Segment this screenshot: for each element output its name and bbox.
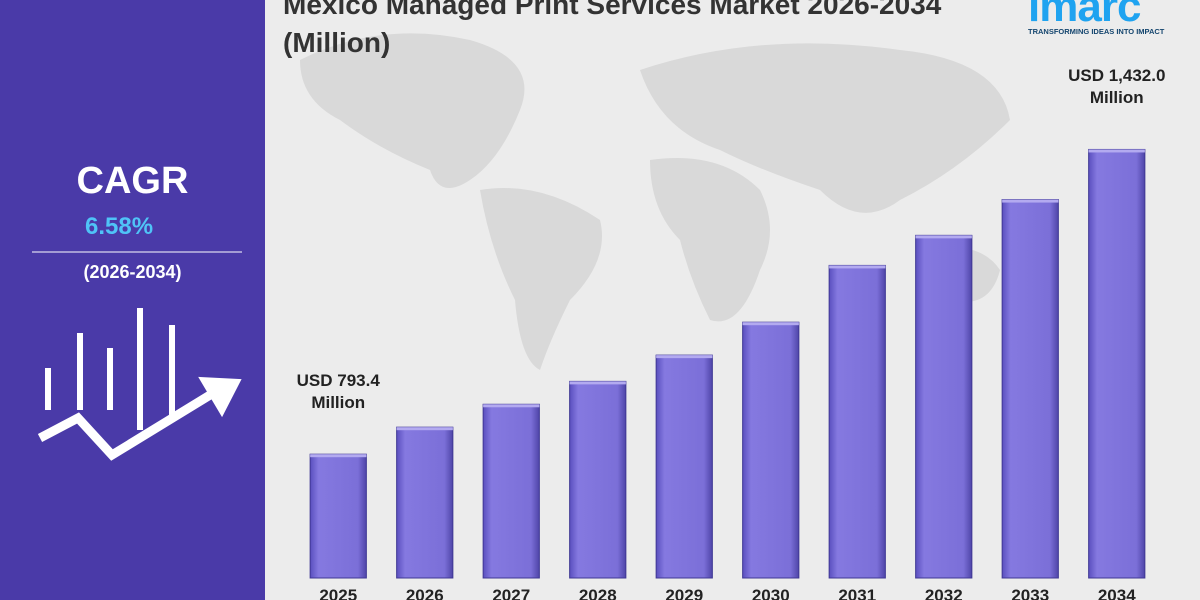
bar-top — [310, 454, 367, 458]
bar — [742, 321, 800, 579]
bar — [1001, 199, 1059, 579]
bar — [482, 403, 540, 579]
bar-top — [1002, 199, 1059, 203]
bar — [655, 354, 713, 579]
x-tick-label: 2030 — [751, 586, 790, 600]
x-tick-label: 2031 — [838, 586, 877, 600]
bar-top — [656, 355, 713, 359]
cagr-value: 6.58% — [85, 213, 154, 240]
x-tick-label: 2029 — [665, 586, 704, 600]
bar — [915, 234, 973, 579]
bar — [309, 453, 367, 579]
bar-top — [829, 265, 886, 269]
cagr-label: CAGR — [76, 160, 189, 202]
bar-top — [396, 427, 453, 431]
world-map — [300, 33, 1010, 370]
side-panel — [0, 0, 265, 600]
bar-top — [1088, 149, 1145, 153]
x-tick-label: 2034 — [1097, 586, 1136, 600]
x-tick-label: 2028 — [578, 586, 617, 600]
growth-icon — [37, 308, 242, 461]
logo-tagline: TRANSFORMING IDEAS INTO IMPACT — [1028, 27, 1165, 36]
bar-top — [742, 322, 799, 326]
x-tick-label: 2032 — [924, 586, 963, 600]
bar-top — [483, 404, 540, 408]
logo: imarc — [1028, 0, 1141, 31]
bar — [396, 426, 454, 579]
bar-top — [569, 381, 626, 385]
bar-top — [915, 235, 972, 239]
value-label: USD 793.4 Million — [296, 371, 380, 413]
bar — [569, 380, 627, 579]
x-tick-label: 2027 — [492, 586, 531, 600]
bar — [1088, 148, 1146, 579]
x-tick-label: 2026 — [405, 586, 444, 600]
value-label: USD 1,432.0 Million — [1068, 66, 1166, 108]
x-tick-label: 2025 — [319, 586, 358, 600]
cagr-period: (2026-2034) — [83, 262, 182, 282]
bar — [828, 264, 886, 579]
chart-title: Mexico Managed Print Services Market 202… — [283, 0, 942, 58]
x-tick-label: 2033 — [1011, 586, 1050, 600]
